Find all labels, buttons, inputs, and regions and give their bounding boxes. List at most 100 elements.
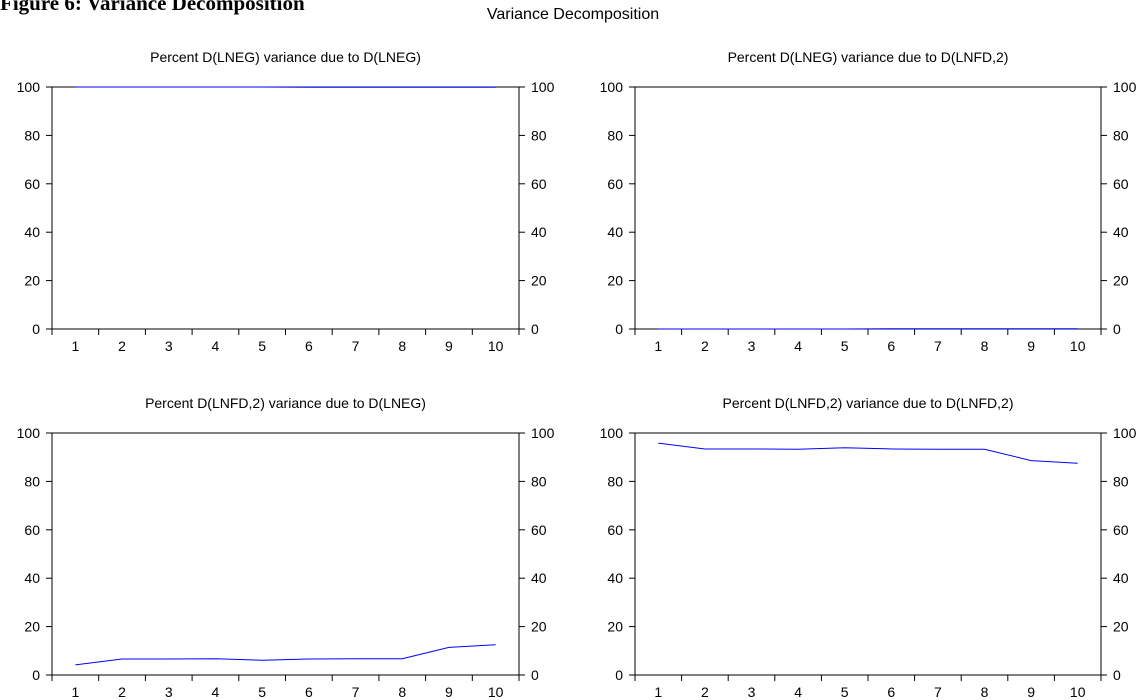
y-tick-label-right: 80 <box>531 127 547 143</box>
y-tick-label-left: 100 <box>600 79 624 95</box>
y-tick-label-right: 80 <box>1113 127 1129 143</box>
x-tick-label: 10 <box>488 684 504 700</box>
y-tick-label-left: 0 <box>615 667 623 683</box>
y-tick-label-left: 40 <box>24 570 40 586</box>
y-tick-label-left: 60 <box>24 176 40 192</box>
chart-panel-1: Percent D(LNEG) variance due to D(LNEG) 0… <box>17 49 555 354</box>
plot-frame <box>634 432 1102 676</box>
y-tick-label-right: 40 <box>531 224 547 240</box>
y-tick-label-left: 40 <box>24 224 40 240</box>
x-tick-label: 8 <box>981 338 989 354</box>
y-tick-label-left: 100 <box>17 425 41 441</box>
chart-panel-4: Percent D(LNFD,2) variance due to D(LNFD… <box>600 395 1137 700</box>
x-tick-label: 7 <box>934 338 942 354</box>
y-tick-label-left: 80 <box>607 473 623 489</box>
y-tick-label-right: 60 <box>1113 176 1129 192</box>
y-tick-label-right: 20 <box>531 619 547 635</box>
y-tick-label-left: 80 <box>24 473 40 489</box>
x-tick-label: 10 <box>488 338 504 354</box>
x-tick-label: 9 <box>1027 338 1035 354</box>
y-tick-label-left: 60 <box>24 522 40 538</box>
x-tick-label: 6 <box>887 338 895 354</box>
y-tick-label-left: 0 <box>32 667 40 683</box>
x-tick-label: 2 <box>701 338 709 354</box>
y-tick-label-left: 60 <box>607 522 623 538</box>
plot-frame <box>634 86 1102 330</box>
y-tick-label-right: 20 <box>1113 619 1129 635</box>
y-tick-label-right: 80 <box>1113 473 1129 489</box>
plot-frame <box>51 86 520 330</box>
y-tick-label-left: 20 <box>24 619 40 635</box>
x-tick-label: 10 <box>1070 338 1086 354</box>
y-tick-label-left: 80 <box>24 127 40 143</box>
y-tick-label-right: 0 <box>531 321 539 337</box>
y-tick-label-left: 20 <box>607 619 623 635</box>
plot-frame <box>51 432 520 676</box>
x-tick-label: 1 <box>654 684 662 700</box>
y-tick-label-left: 80 <box>607 127 623 143</box>
y-tick-label-left: 60 <box>607 176 623 192</box>
chart-title: Percent D(LNEG) variance due to D(LNEG) <box>150 49 421 65</box>
x-tick-label: 9 <box>1027 684 1035 700</box>
y-tick-label-right: 100 <box>531 79 555 95</box>
y-tick-label-right: 40 <box>1113 224 1129 240</box>
x-tick-label: 2 <box>118 338 126 354</box>
chart-panel-2: Percent D(LNEG) variance due to D(LNFD,2… <box>600 49 1137 354</box>
x-tick-label: 1 <box>71 338 79 354</box>
x-tick-label: 4 <box>794 338 802 354</box>
y-tick-label-right: 80 <box>531 473 547 489</box>
x-tick-label: 7 <box>352 338 360 354</box>
y-tick-label-left: 20 <box>607 273 623 289</box>
y-tick-label-right: 100 <box>531 425 555 441</box>
x-tick-label: 5 <box>841 684 849 700</box>
main-title: Variance Decomposition <box>486 6 660 23</box>
y-tick-label-right: 40 <box>531 570 547 586</box>
x-tick-label: 10 <box>1070 684 1086 700</box>
x-tick-label: 5 <box>258 684 266 700</box>
x-tick-label: 4 <box>212 684 220 700</box>
x-tick-label: 1 <box>654 338 662 354</box>
x-tick-label: 7 <box>934 684 942 700</box>
y-tick-label-right: 0 <box>1113 667 1121 683</box>
x-tick-label: 6 <box>305 684 313 700</box>
y-tick-label-right: 100 <box>1113 79 1137 95</box>
y-tick-label-left: 40 <box>607 224 623 240</box>
y-tick-label-right: 60 <box>531 522 547 538</box>
y-tick-label-right: 40 <box>1113 570 1129 586</box>
y-tick-label-right: 20 <box>531 273 547 289</box>
y-tick-label-left: 0 <box>615 321 623 337</box>
y-tick-label-right: 60 <box>531 176 547 192</box>
y-tick-label-left: 20 <box>24 273 40 289</box>
series-line-1 <box>75 644 496 666</box>
x-tick-label: 8 <box>981 684 989 700</box>
chart-panel-3: Percent D(LNFD,2) variance due to D(LNEG… <box>17 395 555 700</box>
x-tick-label: 8 <box>398 684 406 700</box>
x-tick-label: 3 <box>748 338 756 354</box>
x-tick-label: 7 <box>352 684 360 700</box>
x-tick-label: 2 <box>118 684 126 700</box>
figure-caption: Figure 6: Variance Decomposition <box>0 0 305 15</box>
x-tick-label: 9 <box>445 338 453 354</box>
x-tick-label: 3 <box>748 684 756 700</box>
x-tick-label: 3 <box>165 684 173 700</box>
y-tick-label-right: 100 <box>1113 425 1137 441</box>
x-tick-label: 4 <box>794 684 802 700</box>
x-tick-label: 6 <box>305 338 313 354</box>
y-tick-label-right: 60 <box>1113 522 1129 538</box>
x-tick-label: 9 <box>445 684 453 700</box>
y-tick-label-right: 20 <box>1113 273 1129 289</box>
x-tick-label: 1 <box>71 684 79 700</box>
y-tick-label-left: 40 <box>607 570 623 586</box>
x-tick-label: 8 <box>398 338 406 354</box>
series-line-1 <box>658 442 1078 464</box>
y-tick-label-left: 100 <box>600 425 624 441</box>
x-tick-label: 6 <box>887 684 895 700</box>
chart-title: Percent D(LNFD,2) variance due to D(LNEG… <box>145 395 426 411</box>
y-tick-label-left: 0 <box>32 321 40 337</box>
chart-title: Percent D(LNFD,2) variance due to D(LNFD… <box>723 395 1014 411</box>
x-tick-label: 2 <box>701 684 709 700</box>
x-tick-label: 5 <box>841 338 849 354</box>
x-tick-label: 5 <box>258 338 266 354</box>
y-tick-label-right: 0 <box>531 667 539 683</box>
